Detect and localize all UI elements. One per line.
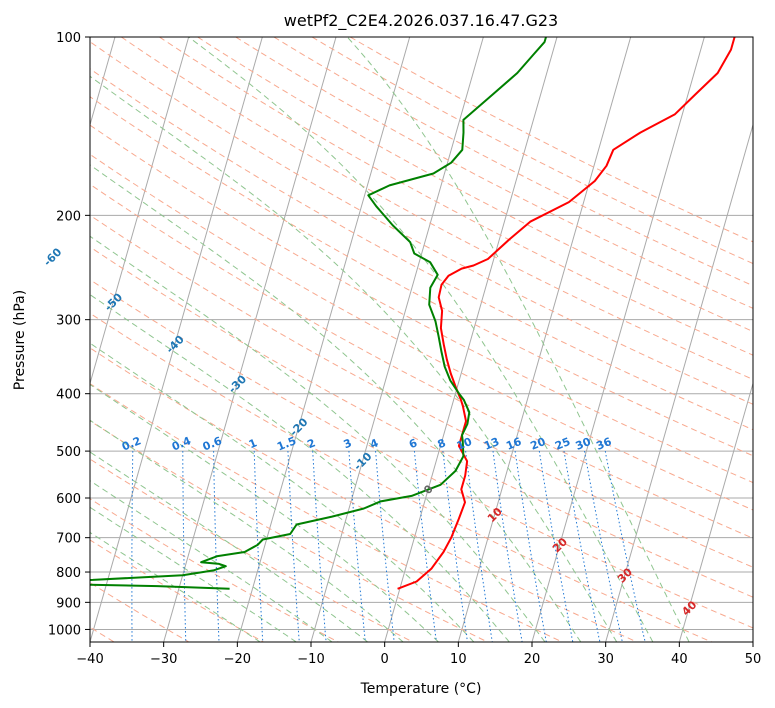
x-tick-label: 20 [524, 652, 541, 667]
dry-adiabat-line [90, 41, 753, 405]
mixing-ratio-line [442, 451, 468, 642]
x-tick-label: 10 [450, 652, 467, 667]
mixing-ratio-label: 30 [574, 435, 593, 453]
dry-adiabat-line [197, 37, 753, 333]
plot-background [90, 37, 753, 642]
mixing-ratio-line [312, 451, 327, 642]
mixing-ratio-line [604, 451, 646, 642]
moist-adiabat-line [90, 451, 368, 642]
mixing-ratio-line [253, 451, 264, 642]
y-tick-label: 400 [56, 388, 81, 403]
moist-adiabat-line [90, 419, 404, 642]
mixing-ratio-line [348, 451, 366, 642]
mixing-ratio-label: 13 [482, 435, 501, 453]
mixing-ratio-label: 1 [247, 436, 259, 451]
dry-adiabat-line [349, 37, 753, 243]
moist-adiabat-line [346, 37, 690, 642]
dry-adiabat-line [121, 37, 753, 380]
axes: −40 −30 −20 −10 0 10 20 30 40 50 1000 900 800 700 600 5… [48, 31, 761, 667]
temperature-profile-line [397, 37, 736, 590]
y-tick-label: 100 [56, 31, 81, 46]
mixing-ratio-line [287, 451, 300, 642]
x-tick-label: −30 [150, 652, 177, 667]
mixing-ratio-line [465, 451, 493, 642]
mixing-ratio-line [492, 451, 523, 642]
isotherm-label: -70 [0, 204, 3, 227]
y-tick-label: 900 [56, 596, 81, 611]
dewpoint-profile-line [90, 37, 547, 590]
x-tick-label: 50 [745, 652, 762, 667]
mixing-ratio-label: 10 [455, 435, 474, 453]
isotherm-line [457, 37, 632, 642]
y-tick-label: 1000 [48, 623, 81, 638]
mixing-ratio-line [182, 451, 187, 642]
mixing-ratio-line [375, 451, 395, 642]
mixing-ratio-label: 36 [594, 435, 613, 453]
mixing-ratio-label: 20 [528, 435, 547, 453]
isotherm-line [310, 37, 484, 642]
profile-lines [90, 37, 736, 590]
mixing-ratio-label: 8 [436, 436, 448, 451]
isotherm-line [236, 37, 411, 642]
y-tick-label: 600 [56, 492, 81, 507]
moist-adiabat-line [90, 506, 297, 642]
chart-title: wetPf2_C2E4.2026.037.16.47.G23 [284, 11, 558, 31]
mixing-ratio-label: 16 [504, 435, 523, 453]
isotherm-line [384, 37, 558, 642]
isotherm-line [163, 37, 337, 642]
y-tick-label: 300 [56, 314, 81, 329]
dry-adiabat-line [90, 214, 753, 568]
isotherm-line [605, 123, 753, 642]
mixing-ratio-line [131, 451, 134, 642]
moist-adiabat-line [90, 235, 546, 642]
x-axis-label: Temperature (°C) [360, 681, 482, 697]
mixing-ratio-line [413, 451, 437, 642]
x-tick-label: 0 [381, 652, 389, 667]
dry-adiabat-line [159, 37, 753, 356]
isotherm-line [678, 381, 753, 642]
dry-adiabat-line [90, 498, 339, 642]
dry-adiabat-line [90, 279, 753, 629]
moist-adiabat-line [90, 480, 333, 642]
dry-adiabat-line [90, 96, 753, 457]
isotherm-label: -60 [41, 245, 64, 268]
mixing-ratio-line [82, 451, 86, 642]
mixing-ratio-label: 3 [342, 436, 354, 451]
mixing-ratio-label: 25 [553, 435, 572, 453]
dry-adiabat-line [90, 383, 563, 642]
isotherm-line [752, 640, 753, 642]
y-tick-label: 700 [56, 532, 81, 547]
isotherm-line [531, 37, 705, 642]
x-tick-label: 40 [671, 652, 688, 667]
mixing-ratio-line [584, 451, 623, 642]
y-tick-label: 800 [56, 566, 81, 581]
dry-adiabat-line [90, 539, 264, 642]
dry-adiabat-line [90, 183, 753, 539]
plot-frame [89, 36, 754, 643]
y-axis-label: Pressure (hPa) [12, 290, 28, 390]
dry-adiabat-line [273, 37, 753, 287]
moist-adiabat-line [90, 293, 510, 642]
moist-adiabat-line [90, 342, 475, 642]
dry-adiabat-line [90, 124, 753, 484]
dry-adiabat-line [90, 312, 712, 642]
isotherm-line [90, 37, 190, 386]
isotherm-line [90, 37, 263, 642]
x-tick-label: −40 [76, 652, 103, 667]
y-tick-label: 500 [56, 445, 81, 460]
moist-adiabat-line [90, 383, 439, 642]
x-tick-label: 30 [597, 652, 614, 667]
moist-adiabat-line [90, 531, 261, 642]
x-tick-label: −20 [224, 652, 251, 667]
y-tick-label: 200 [56, 209, 81, 224]
x-tick-label: −10 [297, 652, 324, 667]
mixing-ratio-label: 2 [305, 436, 317, 451]
